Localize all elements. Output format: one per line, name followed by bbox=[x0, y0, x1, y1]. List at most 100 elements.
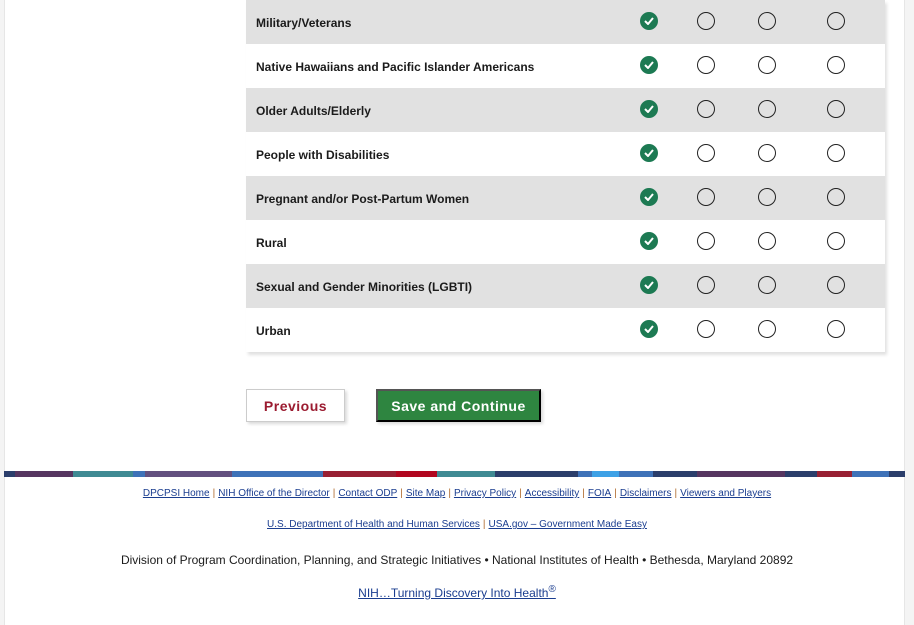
check-icon bbox=[644, 17, 654, 25]
stripe-segment bbox=[652, 471, 698, 477]
check-icon bbox=[644, 105, 654, 113]
radio-checked[interactable] bbox=[640, 232, 658, 250]
table-row: Military/Veterans bbox=[246, 0, 885, 44]
radio-option[interactable] bbox=[827, 232, 845, 250]
radio-option[interactable] bbox=[758, 56, 776, 74]
stripe-segment bbox=[578, 471, 593, 477]
radio-checked[interactable] bbox=[640, 320, 658, 338]
stripe-segment bbox=[72, 471, 133, 477]
table-row: Urban bbox=[246, 308, 885, 352]
stripe-segment bbox=[396, 471, 438, 477]
footer-link[interactable]: Viewers and Players bbox=[680, 488, 772, 499]
footer-link[interactable]: USA.gov – Government Made Easy bbox=[488, 519, 647, 530]
footer-link[interactable]: Disclaimers bbox=[619, 488, 672, 499]
save-and-continue-button[interactable]: Save and Continue bbox=[376, 389, 541, 422]
check-icon bbox=[644, 237, 654, 245]
check-icon bbox=[644, 281, 654, 289]
table-row: People with Disabilities bbox=[246, 132, 885, 176]
population-table: Military/Veterans Native Hawaiians and Pa… bbox=[246, 0, 885, 352]
row-label: Native Hawaiians and Pacific Islander Am… bbox=[256, 60, 535, 74]
check-icon bbox=[644, 61, 654, 69]
footer-link[interactable]: DPCPSI Home bbox=[142, 488, 210, 499]
footer-link[interactable]: Site Map bbox=[405, 488, 446, 499]
stripe-segment bbox=[322, 471, 397, 477]
radio-checked[interactable] bbox=[640, 276, 658, 294]
radio-option[interactable] bbox=[697, 56, 715, 74]
stripe-segment bbox=[889, 471, 905, 477]
footer-link[interactable]: Contact ODP bbox=[338, 488, 398, 499]
check-icon bbox=[644, 149, 654, 157]
radio-option[interactable] bbox=[697, 232, 715, 250]
radio-checked[interactable] bbox=[640, 56, 658, 74]
radio-option[interactable] bbox=[758, 100, 776, 118]
stripe-segment bbox=[817, 471, 853, 477]
link-separator: | bbox=[482, 519, 486, 530]
radio-checked[interactable] bbox=[640, 188, 658, 206]
check-icon bbox=[644, 325, 654, 333]
footer-links-secondary: U.S. Department of Health and Human Serv… bbox=[0, 519, 914, 530]
radio-checked[interactable] bbox=[640, 144, 658, 162]
stripe-segment bbox=[232, 471, 323, 477]
footer-link[interactable]: NIH Office of the Director bbox=[218, 488, 330, 499]
row-label: Military/Veterans bbox=[256, 16, 352, 30]
radio-option[interactable] bbox=[758, 232, 776, 250]
radio-option[interactable] bbox=[758, 12, 776, 30]
link-separator: | bbox=[332, 488, 336, 499]
radio-option[interactable] bbox=[758, 276, 776, 294]
radio-option[interactable] bbox=[827, 56, 845, 74]
radio-option[interactable] bbox=[827, 276, 845, 294]
footer-link[interactable]: U.S. Department of Health and Human Serv… bbox=[267, 519, 480, 530]
stripe-segment bbox=[495, 471, 579, 477]
stripe-segment bbox=[618, 471, 653, 477]
footer-links-primary: DPCPSI Home | NIH Office of the Director | C… bbox=[0, 488, 914, 499]
radio-option[interactable] bbox=[827, 188, 845, 206]
radio-option[interactable] bbox=[827, 320, 845, 338]
radio-option[interactable] bbox=[827, 144, 845, 162]
stripe-segment bbox=[437, 471, 496, 477]
radio-option[interactable] bbox=[758, 320, 776, 338]
tagline-text: NIH…Turning Discovery Into Health bbox=[358, 586, 549, 600]
row-label: Pregnant and/or Post-Partum Women bbox=[256, 192, 470, 206]
stripe-segment bbox=[14, 471, 73, 477]
stripe-segment bbox=[592, 471, 619, 477]
stripe-segment bbox=[697, 471, 785, 477]
footer-link[interactable]: Accessibility bbox=[524, 488, 580, 499]
row-label: Sexual and Gender Minorities (LGBTI) bbox=[256, 280, 473, 294]
check-icon bbox=[644, 193, 654, 201]
radio-checked[interactable] bbox=[640, 12, 658, 30]
radio-option[interactable] bbox=[697, 12, 715, 30]
radio-option[interactable] bbox=[697, 144, 715, 162]
footer-tagline: NIH…Turning Discovery Into Health® bbox=[0, 584, 914, 600]
link-separator: | bbox=[674, 488, 678, 499]
radio-option[interactable] bbox=[758, 144, 776, 162]
row-label: Rural bbox=[256, 236, 287, 250]
link-separator: | bbox=[582, 488, 585, 499]
table-row: Sexual and Gender Minorities (LGBTI) bbox=[246, 264, 885, 308]
table-row: Native Hawaiians and Pacific Islander Am… bbox=[246, 44, 885, 88]
footer-link[interactable]: Privacy Policy bbox=[453, 488, 517, 499]
link-separator: | bbox=[448, 488, 451, 499]
row-label: Older Adults/Elderly bbox=[256, 104, 371, 118]
radio-option[interactable] bbox=[827, 100, 845, 118]
radio-option[interactable] bbox=[758, 188, 776, 206]
radio-option[interactable] bbox=[697, 100, 715, 118]
radio-checked[interactable] bbox=[640, 100, 658, 118]
registered-mark: ® bbox=[548, 584, 556, 595]
table-row: Rural bbox=[246, 220, 885, 264]
radio-option[interactable] bbox=[827, 12, 845, 30]
link-separator: | bbox=[614, 488, 617, 499]
footer-link[interactable]: FOIA bbox=[587, 488, 612, 499]
previous-button[interactable]: Previous bbox=[246, 389, 345, 422]
stripe-segment bbox=[144, 471, 233, 477]
stripe-segment bbox=[784, 471, 818, 477]
stripe-segment bbox=[4, 471, 15, 477]
radio-option[interactable] bbox=[697, 188, 715, 206]
page-margin-left bbox=[0, 0, 4, 625]
footer-address: Division of Program Coordination, Planni… bbox=[120, 553, 794, 567]
radio-option[interactable] bbox=[697, 276, 715, 294]
radio-option[interactable] bbox=[697, 320, 715, 338]
stripe-segment bbox=[852, 471, 890, 477]
stripe-segment bbox=[132, 471, 145, 477]
row-label: Urban bbox=[256, 324, 291, 338]
tagline-link[interactable]: NIH…Turning Discovery Into Health® bbox=[358, 584, 556, 600]
